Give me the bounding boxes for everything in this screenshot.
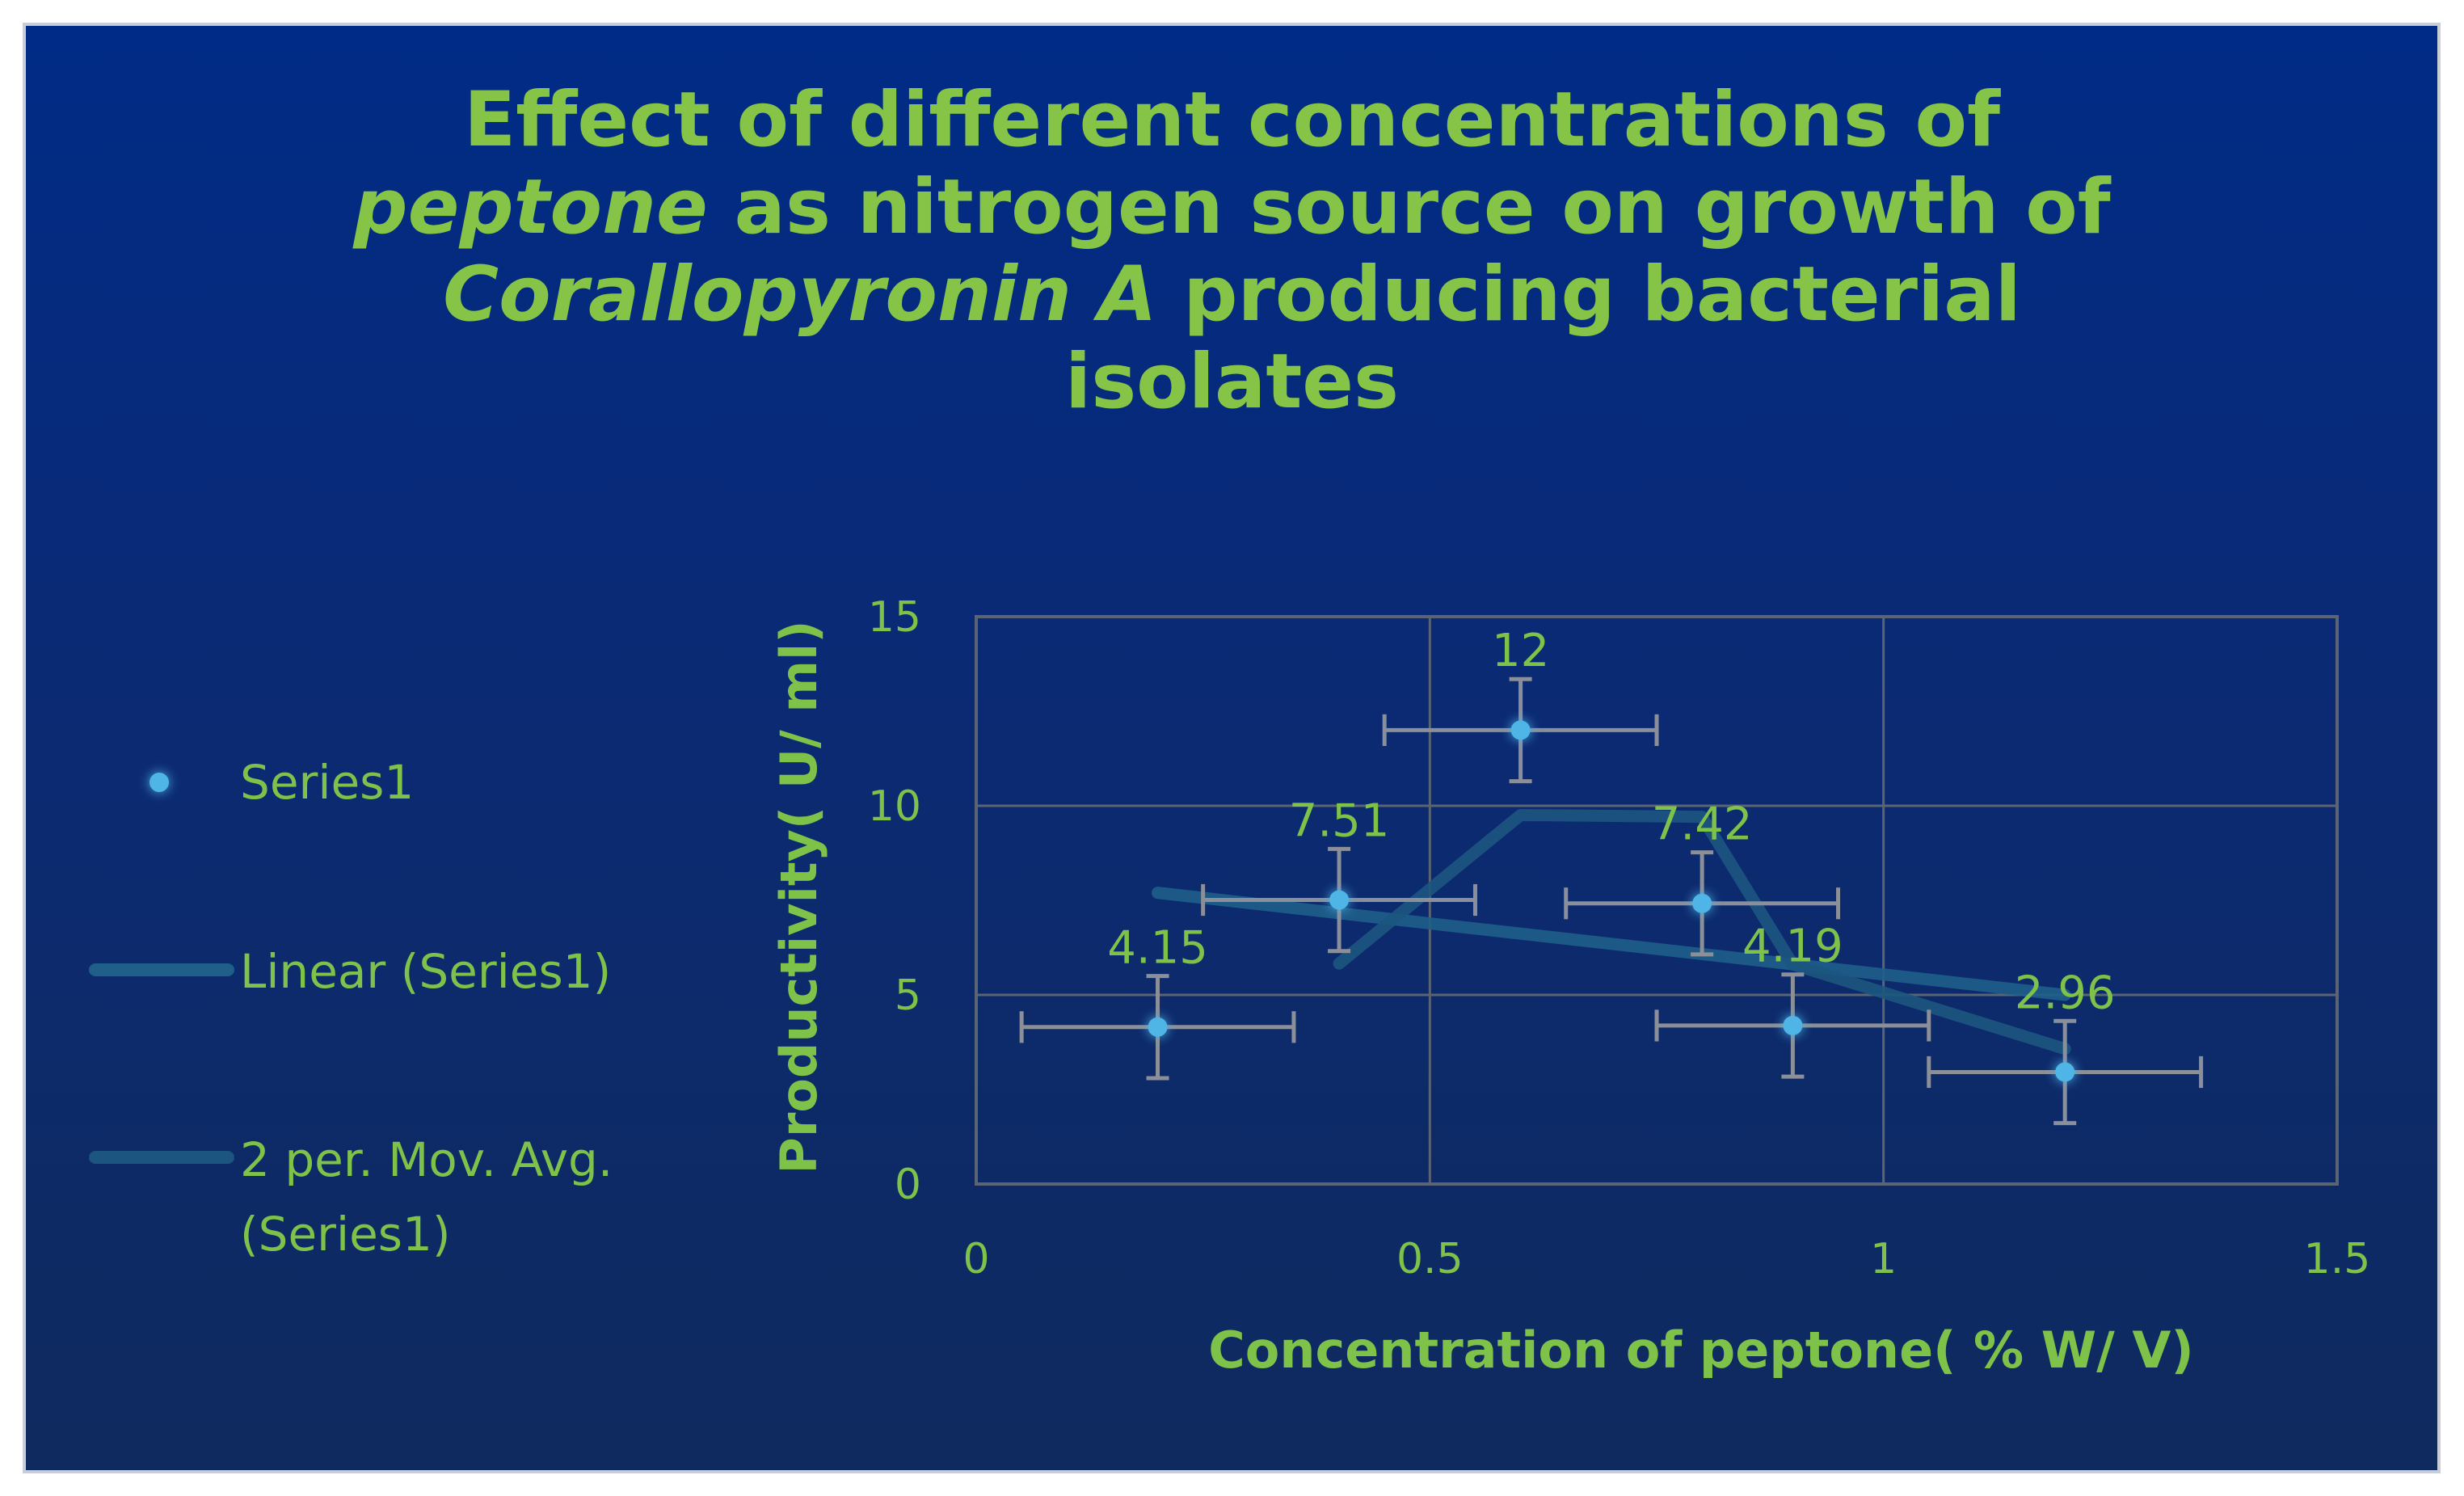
title-peptone: peptone: [353, 163, 708, 251]
data-point-4: [1783, 1015, 1803, 1035]
data-label-2: 12: [1492, 625, 1549, 677]
y-tick-label-2: 10: [868, 782, 921, 831]
x-tick-label-2: 1: [1870, 1235, 1897, 1283]
title-line-2-rest: as nitrogen source on growth of: [707, 163, 2111, 251]
data-point-1: [1329, 890, 1350, 910]
data-point-3: [1692, 893, 1712, 913]
title-line-1: Effect of different concentrations of: [464, 76, 2000, 164]
legend-label-linear: Linear (Series1): [240, 944, 611, 999]
title-line-2: peptone as nitrogen source on growth of: [0, 164, 2464, 251]
chart-frame: [23, 23, 2441, 1473]
trendline-moving-average: [1333, 808, 2071, 1056]
legend: Series1 Linear (Series1) 2 per. Mov. Avg…: [89, 755, 613, 1262]
y-tick-label-0: 0: [895, 1161, 921, 1209]
data-label-3: 7.42: [1652, 799, 1753, 851]
data-label-1: 7.51: [1289, 794, 1390, 847]
data-point-2: [1510, 720, 1531, 740]
legend-marker-series1: [150, 773, 169, 792]
chart-title: Effect of different concentrations of pe…: [0, 77, 2464, 426]
data-label-0: 4.15: [1107, 922, 1208, 975]
data-points: [1148, 720, 2075, 1082]
title-line-4: isolates: [1064, 338, 1400, 426]
data-label-4: 4.19: [1742, 921, 1843, 973]
y-tick-label-1: 5: [895, 971, 921, 1020]
data-point-5: [2055, 1062, 2075, 1082]
data-point-0: [1148, 1017, 1168, 1037]
plot-area-border: [975, 615, 2339, 1186]
x-tick-label-0: 0: [962, 1235, 989, 1283]
data-label-5: 2.96: [2015, 967, 2116, 1019]
trendline-linear: [1152, 887, 2071, 1001]
title-line-3-rest: producing bacterial: [1156, 251, 2021, 339]
x-tick-label-3: 1.5: [2304, 1235, 2371, 1283]
legend-label-moving-avg: 2 per. Mov. Avg.: [240, 1132, 613, 1187]
title-line-3: Corallopyronin A producing bacterial: [0, 251, 2464, 339]
trend-layer: [1152, 808, 2071, 1056]
data-labels: 4.15 7.51 12 7.42 4.19 2.96: [1107, 625, 2115, 1019]
y-tick-label-3: 15: [868, 593, 921, 642]
tick-labels: 0 5 10 15 0 0.5 1 1.5: [868, 593, 2371, 1283]
x-axis-label: Concentration of peptone( % W/ V): [1208, 1321, 2193, 1380]
legend-label-series1: Series1: [240, 755, 414, 810]
title-corallopyronin: Corallopyronin A: [443, 251, 1157, 339]
x-tick-label-1: 0.5: [1396, 1235, 1464, 1283]
y-axis-label: Productivity( U/ ml): [769, 620, 828, 1174]
legend-label-moving-avg-cont: (Series1): [240, 1207, 451, 1262]
